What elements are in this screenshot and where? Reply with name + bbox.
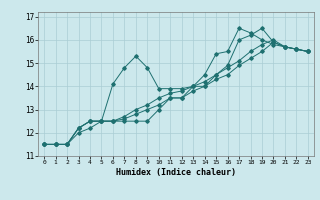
X-axis label: Humidex (Indice chaleur): Humidex (Indice chaleur) [116, 168, 236, 177]
